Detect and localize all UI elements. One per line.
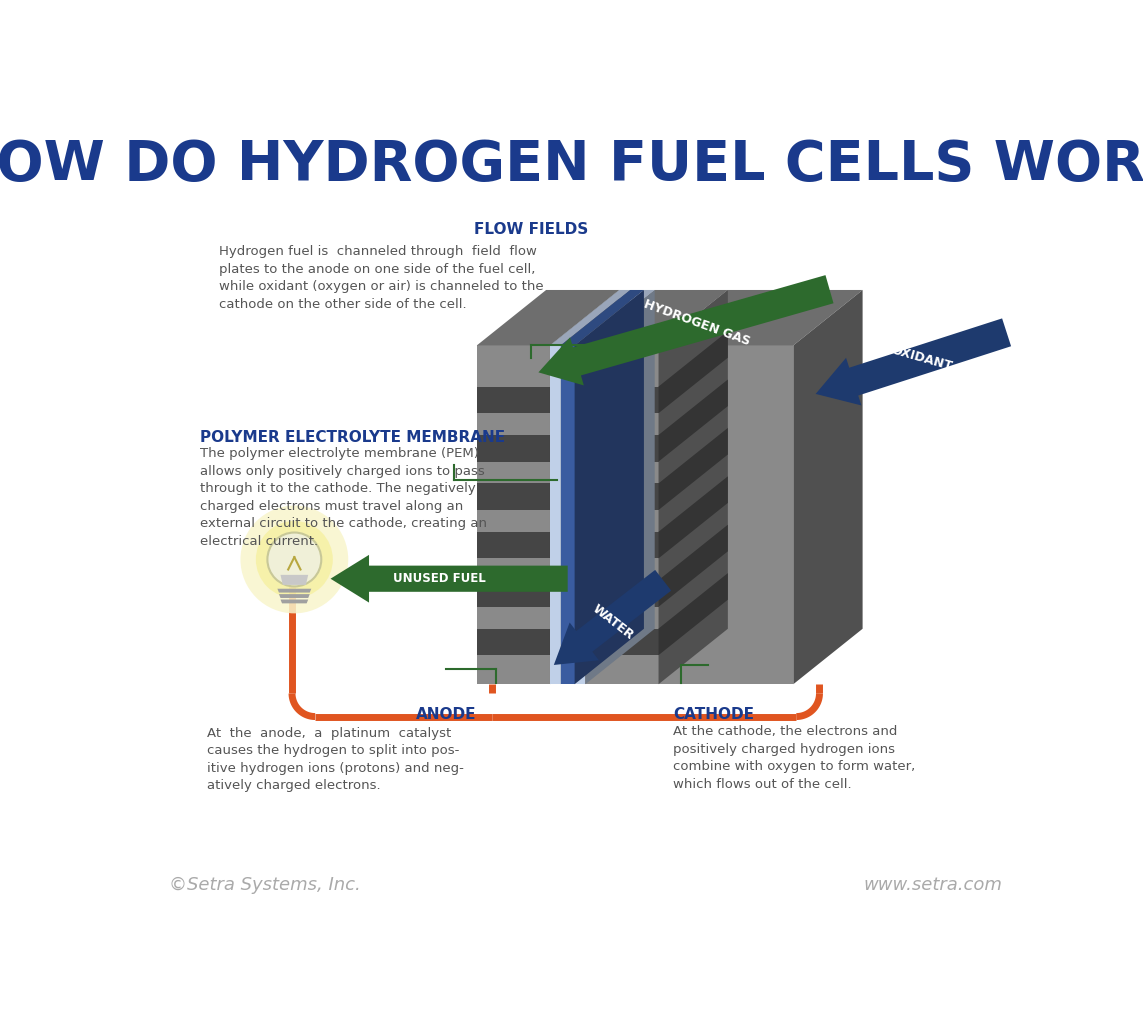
Polygon shape bbox=[561, 290, 630, 684]
Polygon shape bbox=[585, 581, 658, 607]
Text: CATHODE: CATHODE bbox=[673, 708, 754, 722]
Text: UNUSED FUEL: UNUSED FUEL bbox=[393, 572, 486, 586]
Polygon shape bbox=[538, 275, 833, 385]
Polygon shape bbox=[279, 594, 310, 598]
Polygon shape bbox=[477, 581, 550, 607]
Polygon shape bbox=[658, 331, 728, 413]
Polygon shape bbox=[477, 483, 550, 510]
Polygon shape bbox=[477, 290, 620, 345]
Polygon shape bbox=[585, 386, 658, 413]
Text: ©Setra Systems, Inc.: ©Setra Systems, Inc. bbox=[169, 877, 360, 894]
Polygon shape bbox=[278, 589, 311, 593]
Polygon shape bbox=[280, 574, 309, 585]
Polygon shape bbox=[585, 435, 658, 462]
Text: ANODE: ANODE bbox=[416, 708, 477, 722]
Polygon shape bbox=[561, 345, 575, 684]
Polygon shape bbox=[816, 318, 1012, 406]
Polygon shape bbox=[477, 629, 550, 655]
Text: POLYMER ELECTROLYTE MEMBRANE: POLYMER ELECTROLYTE MEMBRANE bbox=[200, 430, 505, 445]
Polygon shape bbox=[550, 428, 620, 510]
Polygon shape bbox=[550, 524, 620, 607]
Polygon shape bbox=[575, 290, 655, 345]
Polygon shape bbox=[575, 345, 585, 684]
Polygon shape bbox=[550, 345, 561, 684]
Polygon shape bbox=[658, 524, 728, 607]
Polygon shape bbox=[658, 476, 728, 558]
Text: At the cathode, the electrons and
positively charged hydrogen ions
combine with : At the cathode, the electrons and positi… bbox=[673, 725, 916, 791]
Polygon shape bbox=[585, 629, 658, 655]
Polygon shape bbox=[550, 331, 620, 413]
Polygon shape bbox=[658, 345, 793, 684]
Text: HYDROGEN GAS: HYDROGEN GAS bbox=[642, 298, 752, 348]
Ellipse shape bbox=[256, 521, 333, 598]
Polygon shape bbox=[658, 428, 728, 510]
Text: WATER: WATER bbox=[590, 602, 637, 642]
Text: HOW DO HYDROGEN FUEL CELLS WORK?: HOW DO HYDROGEN FUEL CELLS WORK? bbox=[0, 137, 1143, 191]
Polygon shape bbox=[658, 290, 728, 684]
Polygon shape bbox=[575, 290, 644, 684]
Polygon shape bbox=[658, 380, 728, 462]
Polygon shape bbox=[477, 531, 550, 558]
Polygon shape bbox=[280, 599, 309, 603]
Polygon shape bbox=[658, 573, 728, 655]
Polygon shape bbox=[477, 435, 550, 462]
Polygon shape bbox=[550, 290, 630, 345]
Circle shape bbox=[267, 532, 321, 587]
Text: FLOW FIELDS: FLOW FIELDS bbox=[473, 222, 588, 238]
Text: OXIDANT: OXIDANT bbox=[889, 343, 954, 374]
Text: At  the  anode,  a  platinum  catalyst
causes the hydrogen to split into pos-
it: At the anode, a platinum catalyst causes… bbox=[207, 727, 464, 792]
Polygon shape bbox=[477, 345, 550, 684]
Text: www.setra.com: www.setra.com bbox=[864, 877, 1002, 894]
Polygon shape bbox=[658, 290, 863, 345]
Polygon shape bbox=[330, 555, 568, 602]
Ellipse shape bbox=[240, 506, 349, 613]
Polygon shape bbox=[477, 386, 550, 413]
Polygon shape bbox=[554, 570, 671, 665]
Polygon shape bbox=[561, 290, 644, 345]
Ellipse shape bbox=[270, 535, 319, 585]
Polygon shape bbox=[550, 573, 620, 655]
Polygon shape bbox=[585, 290, 728, 345]
Text: The polymer electrolyte membrane (PEM)
allows only positively charged ions to pa: The polymer electrolyte membrane (PEM) a… bbox=[200, 447, 487, 548]
Polygon shape bbox=[585, 483, 658, 510]
Text: Hydrogen fuel is  channeled through  field  flow
plates to the anode on one side: Hydrogen fuel is channeled through field… bbox=[218, 246, 544, 311]
Polygon shape bbox=[550, 476, 620, 558]
Polygon shape bbox=[585, 290, 655, 684]
Polygon shape bbox=[585, 345, 658, 684]
Polygon shape bbox=[550, 380, 620, 462]
Polygon shape bbox=[793, 290, 863, 684]
Polygon shape bbox=[585, 531, 658, 558]
Polygon shape bbox=[550, 290, 620, 684]
